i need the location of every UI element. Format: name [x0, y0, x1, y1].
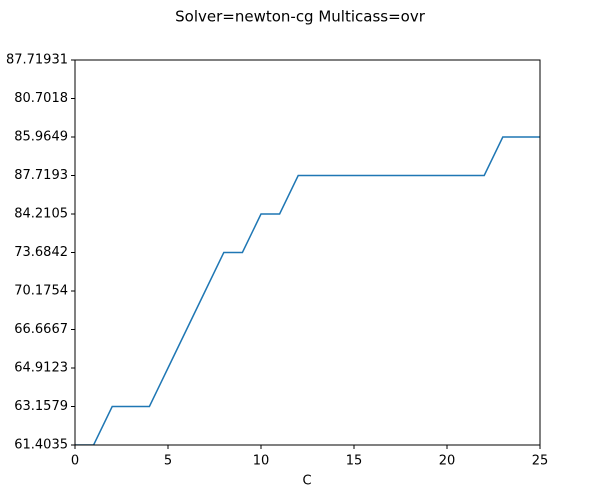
y-tick-label: 80.7018 [14, 91, 68, 106]
plot-frame [74, 59, 541, 446]
y-tick-label: 70.1754 [14, 284, 68, 299]
x-tick-label: 5 [164, 454, 172, 469]
x-tick-label: 0 [71, 454, 79, 469]
line-series [75, 136, 540, 445]
y-tick-label: 85.9649 [14, 130, 68, 145]
x-tick-label: 20 [439, 454, 456, 469]
y-tick-label: 66.6667 [14, 322, 68, 337]
y-tick-label: 64.9123 [14, 361, 68, 376]
y-tick-label: 87.71931 [6, 53, 68, 68]
y-tick-label: 87.7193 [14, 168, 68, 183]
y-tick-label: 61.4035 [14, 438, 68, 453]
x-tick-label: 10 [253, 454, 270, 469]
y-tick-label: 63.1579 [14, 399, 68, 414]
x-axis-label: C [302, 474, 311, 489]
chart-title: Solver=newton-cg Multicass=ovr [175, 8, 426, 26]
x-tick-label: 15 [346, 454, 363, 469]
y-tick-label: 84.2105 [14, 207, 68, 222]
x-tick-label: 25 [532, 454, 549, 469]
y-tick-label: 73.6842 [14, 245, 68, 260]
